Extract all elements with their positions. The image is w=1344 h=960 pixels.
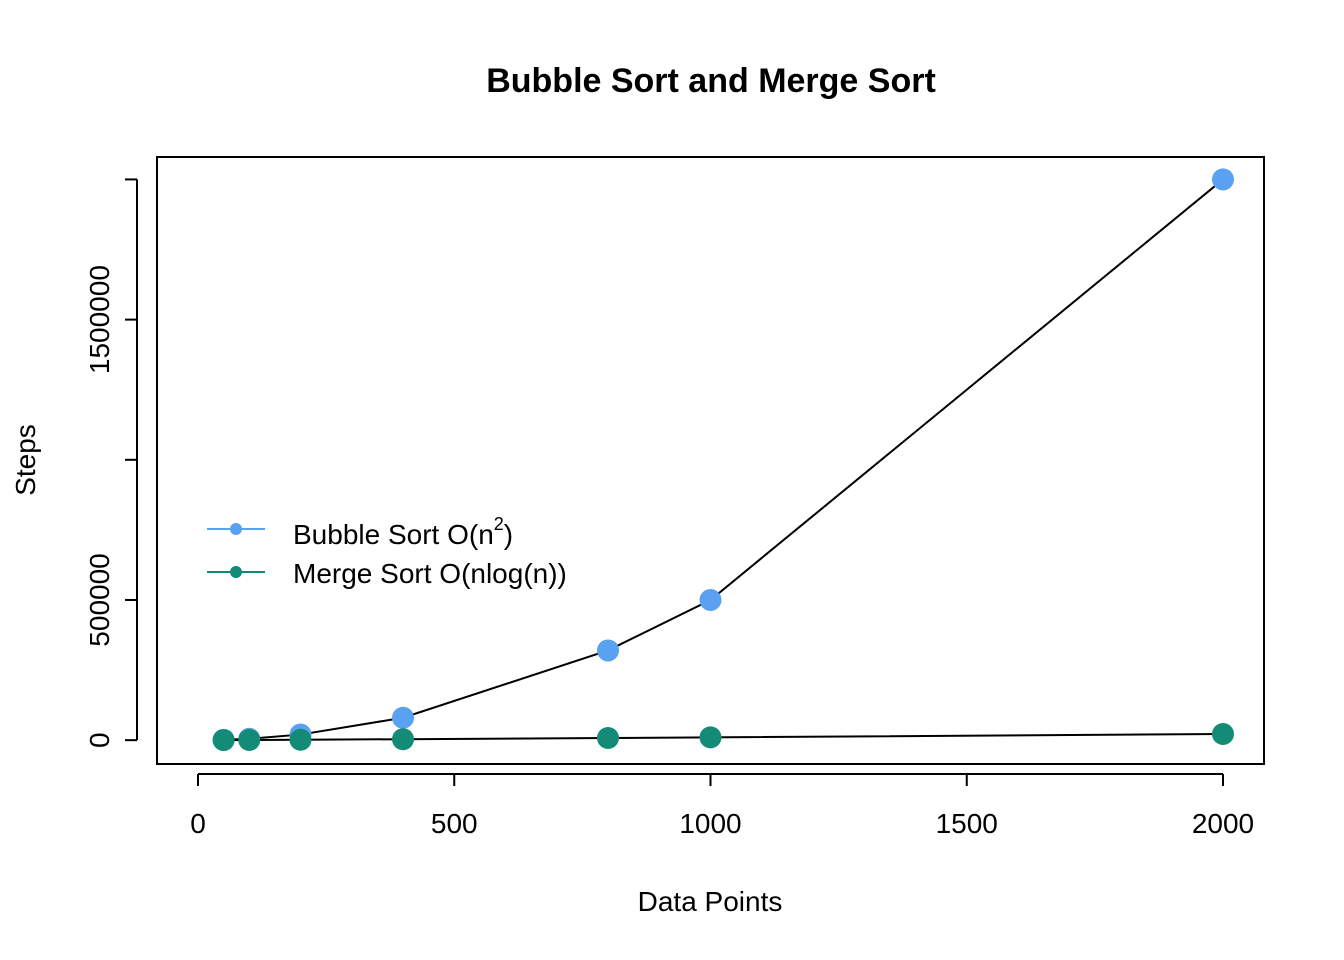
y-tick-label: 1500000 [84,265,115,374]
legend-bubble-marker [230,523,242,535]
legend-bubble-sup: 2 [494,514,504,534]
x-tick-label: 1000 [679,808,741,839]
legend-bubble-main: Bubble Sort O [293,519,469,550]
x-tick-label: 500 [431,808,478,839]
x-axis-label: Data Points [638,886,783,917]
series-line [223,733,1224,742]
legend-merge-tail: (nlog(n)) [461,558,567,589]
legend-bubble-label: Bubble Sort O(n2) [293,514,513,550]
legend-merge-marker [230,566,242,578]
legend: Bubble Sort O(n2) Merge Sort O(nlog(n)) [207,514,567,589]
y-axis-label: Steps [10,424,41,496]
x-tick-label: 1500 [936,808,998,839]
x-tick-label: 0 [190,808,206,839]
series-line [223,178,1224,741]
series-points [212,168,1234,752]
data-point [392,706,414,729]
data-point [597,639,619,662]
chart-title: Bubble Sort and Merge Sort [486,62,936,100]
y-tick-label: 500000 [84,553,115,646]
legend-merge-main: Merge Sort O [293,558,461,589]
data-point [392,728,414,751]
plot-frame [156,156,1265,765]
data-point [1212,168,1234,191]
data-point [699,588,722,611]
data-point [699,726,722,749]
legend-merge-label: Merge Sort O(nlog(n)) [293,558,567,589]
legend-bubble-paren: (n [469,519,494,550]
legend-bubble-tail: ) [504,519,513,550]
data-point [238,728,261,751]
series-lines [223,178,1224,742]
y-tick-label: 0 [84,732,115,748]
data-point [289,728,312,751]
data-point [1212,723,1234,746]
data-point [597,727,619,750]
y-axis: 0 500000 1500000 [84,178,138,748]
data-point [212,729,235,752]
x-tick-label: 2000 [1192,808,1254,839]
x-axis: 0 500 1000 1500 2000 [190,773,1254,839]
